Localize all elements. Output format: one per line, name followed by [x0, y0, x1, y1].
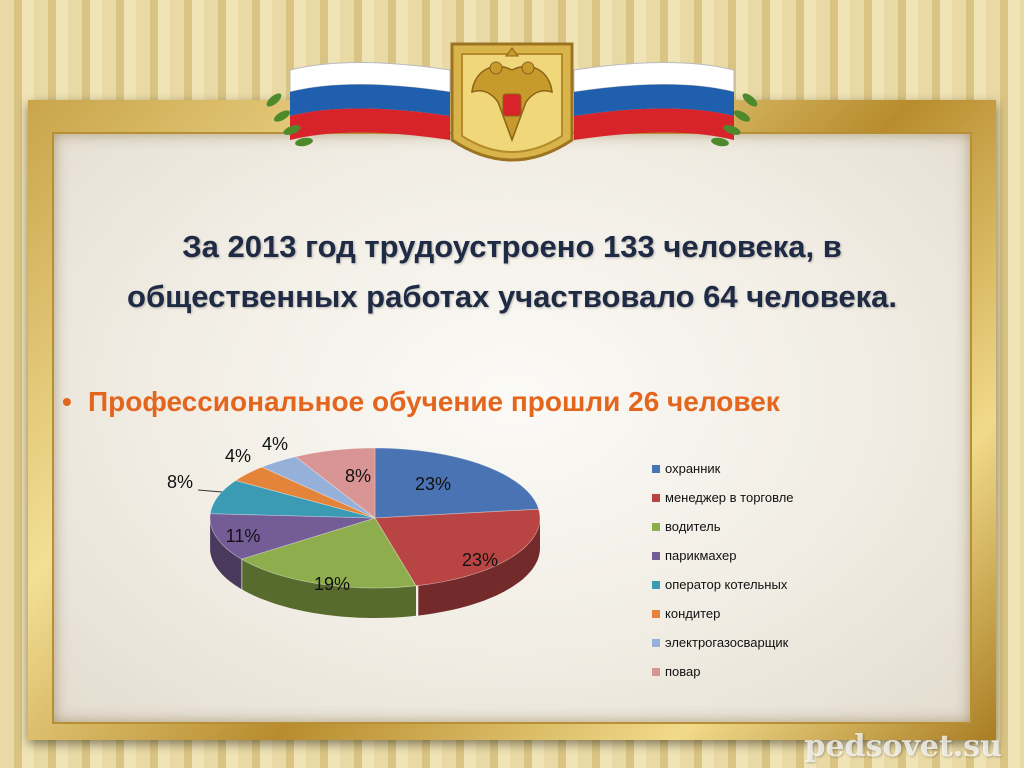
flag-emblem-banner: [266, 42, 758, 162]
legend-label: оператор котельных: [665, 577, 788, 592]
legend-swatch: [652, 610, 660, 618]
pie-side-2: [242, 559, 416, 618]
slide-panel: [52, 132, 972, 724]
pie-label-3: 11%: [226, 526, 261, 546]
pie-label-7: 8%: [345, 466, 371, 486]
legend-label: электрогазосварщик: [665, 635, 789, 650]
pie-slice-2: [240, 517, 417, 589]
bullet-marker: •: [62, 386, 72, 417]
bullet-text: Профессиональное обучение прошли 26 чело…: [88, 386, 780, 417]
legend-item: оператор котельных: [652, 577, 882, 606]
legend-item: менеджер в торговле: [652, 490, 882, 519]
pie-slice-0: [374, 447, 540, 519]
title-line-2: общественных работах участвовало 64 чело…: [127, 279, 897, 314]
legend-item: электрогазосварщик: [652, 635, 882, 664]
chart-legend: охранник менеджер в торговле водитель парик…: [652, 461, 882, 693]
legend-swatch: [652, 581, 660, 589]
pie-label-4: 8%: [167, 472, 193, 492]
legend-swatch: [652, 639, 660, 647]
pie-label-6: 4%: [262, 434, 288, 454]
legend-label: парикмахер: [665, 548, 737, 563]
pie-slice-7: [294, 447, 376, 519]
title-line-1: За 2013 год трудоустроено 133 человека, …: [182, 229, 842, 264]
russian-coat-of-arms-icon: [450, 42, 574, 162]
legend-label: охранник: [665, 461, 721, 476]
bullet-item: • Профессиональное обучение прошли 26 чел…: [62, 386, 962, 418]
legend-swatch: [652, 552, 660, 560]
pie-label-2: 19%: [314, 574, 350, 594]
watermark: pedsovet.su: [804, 729, 1002, 764]
legend-label: водитель: [665, 519, 721, 534]
legend-item: кондитер: [652, 606, 882, 635]
legend-swatch: [652, 668, 660, 676]
pie-side-3: [210, 520, 242, 590]
pie-slice-5: [234, 466, 376, 519]
pie-label-0: 23%: [415, 474, 451, 494]
pie-label-5: 4%: [225, 446, 251, 466]
legend-swatch: [652, 494, 660, 502]
legend-item: водитель: [652, 519, 882, 548]
laurel-branch-icon: [266, 93, 758, 147]
russian-flag-icon: [289, 62, 451, 140]
pie-chart: 23% 23% 19% 11% 8% 4% 4% 8%: [167, 434, 541, 618]
pie-side-1: [418, 519, 540, 616]
label-leader-line: [197, 489, 223, 493]
pie-slice-6: [260, 456, 376, 519]
pie-slice-1: [374, 508, 541, 587]
legend-item: повар: [652, 664, 882, 693]
legend-item: охранник: [652, 461, 882, 490]
legend-label: повар: [665, 664, 701, 679]
legend-item: парикмахер: [652, 548, 882, 577]
pie-slice-4: [209, 480, 376, 519]
legend-swatch: [652, 523, 660, 531]
legend-label: менеджер в торговле: [665, 490, 794, 505]
legend-swatch: [652, 465, 660, 473]
pie-slice-3: [209, 513, 376, 560]
legend-label: кондитер: [665, 606, 721, 621]
russian-flag-icon: [573, 62, 735, 140]
pie-label-1: 23%: [462, 550, 498, 570]
slide-title: За 2013 год трудоустроено 133 человека, …: [60, 222, 964, 322]
